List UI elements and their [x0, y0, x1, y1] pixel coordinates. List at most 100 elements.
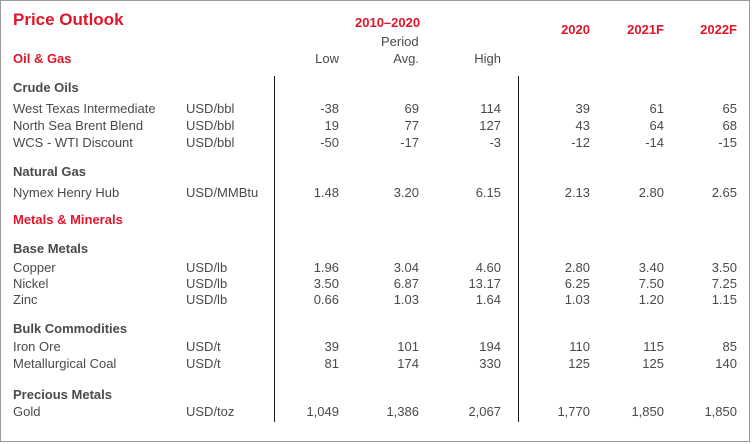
table-row-zinc: Zinc USD/lb 0.66 1.03 1.64 1.03 1.20 1.1… [0, 292, 752, 309]
row-name: Gold [13, 404, 41, 419]
row-2021f: 3.40 [638, 260, 664, 275]
row-high: 6.15 [475, 185, 501, 200]
row-avg: 1.03 [393, 292, 419, 307]
row-unit: USD/bbl [186, 101, 235, 116]
row-2022f: -15 [718, 135, 737, 150]
row-low: 3.50 [313, 276, 339, 291]
row-2020: 110 [569, 339, 590, 354]
row-2022f: 3.50 [711, 260, 737, 275]
table-row-brent: North Sea Brent Blend USD/bbl 19 77 127 … [0, 118, 752, 135]
group-bulk-commodities: Bulk Commodities [13, 321, 128, 336]
row-unit: USD/bbl [186, 135, 235, 150]
row-low: -50 [320, 135, 339, 150]
row-low: 19 [324, 118, 339, 133]
row-2020: 125 [568, 356, 590, 371]
row-2021f: -14 [645, 135, 664, 150]
row-avg: 1,386 [386, 404, 419, 419]
high-header: High [474, 51, 501, 66]
group-precious-metals: Precious Metals [13, 387, 112, 402]
row-2021f: 125 [642, 356, 664, 371]
row-low: 0.66 [313, 292, 339, 307]
row-low: 1,049 [306, 404, 339, 419]
row-2021f: 1,850 [631, 404, 664, 419]
row-high: 13.17 [468, 276, 501, 291]
row-high: 1.64 [475, 292, 501, 307]
row-unit: USD/lb [186, 292, 228, 307]
row-low: -38 [320, 101, 339, 116]
row-avg: 3.04 [393, 260, 419, 275]
row-name: Iron Ore [13, 339, 61, 354]
row-2020: 1,770 [557, 404, 590, 419]
divider-right [518, 76, 519, 422]
row-2020: 39 [575, 101, 590, 116]
row-name: Zinc [13, 292, 38, 307]
period-label-header: Period [381, 34, 419, 49]
period-range-header: 2010–2020 [355, 15, 421, 30]
row-2022f: 65 [722, 101, 737, 116]
group-base-metals: Base Metals [13, 241, 89, 256]
row-high: 330 [479, 356, 501, 371]
row-high: 4.60 [475, 260, 501, 275]
row-2020: 6.25 [564, 276, 590, 291]
row-avg: 77 [404, 118, 419, 133]
row-avg: 101 [397, 339, 419, 354]
row-unit: USD/t [186, 356, 221, 371]
section-metals-minerals: Metals & Minerals [13, 212, 123, 227]
row-avg: 6.87 [393, 276, 419, 291]
row-name: WCS - WTI Discount [13, 135, 133, 150]
row-unit: USD/bbl [186, 118, 235, 133]
row-avg: 174 [397, 356, 419, 371]
year-2020-header: 2020 [561, 22, 590, 37]
row-name: Nickel [13, 276, 49, 291]
divider-left [274, 76, 275, 422]
row-avg: 3.20 [393, 185, 419, 200]
row-2020: 43 [575, 118, 590, 133]
row-avg: 69 [404, 101, 419, 116]
row-avg: -17 [400, 135, 419, 150]
row-unit: USD/MMBtu [186, 185, 259, 200]
row-2022f: 2.65 [711, 185, 737, 200]
row-2021f: 2.80 [638, 185, 664, 200]
row-2021f: 64 [649, 118, 664, 133]
row-high: 114 [480, 101, 501, 116]
row-name: West Texas Intermediate [13, 101, 156, 116]
row-unit: USD/toz [186, 404, 235, 419]
row-name: Nymex Henry Hub [13, 185, 120, 200]
row-2022f: 1,850 [704, 404, 737, 419]
group-crude-oils: Crude Oils [13, 80, 79, 95]
table-row-iron-ore: Iron Ore USD/t 39 101 194 110 115 85 [0, 339, 752, 356]
table-row-nickel: Nickel USD/lb 3.50 6.87 13.17 6.25 7.50 … [0, 276, 752, 293]
row-2022f: 68 [722, 118, 737, 133]
row-unit: USD/lb [186, 276, 228, 291]
row-high: 2,067 [468, 404, 501, 419]
page-title: Price Outlook [13, 10, 124, 29]
row-high: 127 [479, 118, 501, 133]
row-2022f: 1.15 [711, 292, 737, 307]
row-2022f: 85 [722, 339, 737, 354]
row-2022f: 140 [715, 356, 737, 371]
row-unit: USD/lb [186, 260, 228, 275]
row-high: -3 [489, 135, 501, 150]
row-2021f: 7.50 [638, 276, 664, 291]
section-oil-gas: Oil & Gas [13, 51, 72, 66]
row-2020: -12 [571, 135, 590, 150]
row-name: Metallurgical Coal [13, 356, 117, 371]
row-low: 81 [324, 356, 339, 371]
row-low: 39 [324, 339, 339, 354]
group-natural-gas: Natural Gas [13, 164, 86, 179]
row-2020: 1.03 [564, 292, 590, 307]
row-2021f: 115 [643, 339, 664, 354]
row-low: 1.96 [313, 260, 339, 275]
avg-header: Avg. [393, 51, 419, 66]
row-2020: 2.13 [564, 185, 590, 200]
table-row-wcs: WCS - WTI Discount USD/bbl -50 -17 -3 -1… [0, 135, 752, 152]
table-row-copper: Copper USD/lb 1.96 3.04 4.60 2.80 3.40 3… [0, 260, 752, 277]
year-2021f-header: 2021F [627, 22, 664, 37]
table-row-henry-hub: Nymex Henry Hub USD/MMBtu 1.48 3.20 6.15… [0, 185, 752, 202]
low-header: Low [315, 51, 339, 66]
year-2022f-header: 2022F [700, 22, 737, 37]
row-unit: USD/t [186, 339, 221, 354]
row-name: Copper [13, 260, 56, 275]
table-row-metallurgical-coal: Metallurgical Coal USD/t 81 174 330 125 … [0, 356, 752, 373]
